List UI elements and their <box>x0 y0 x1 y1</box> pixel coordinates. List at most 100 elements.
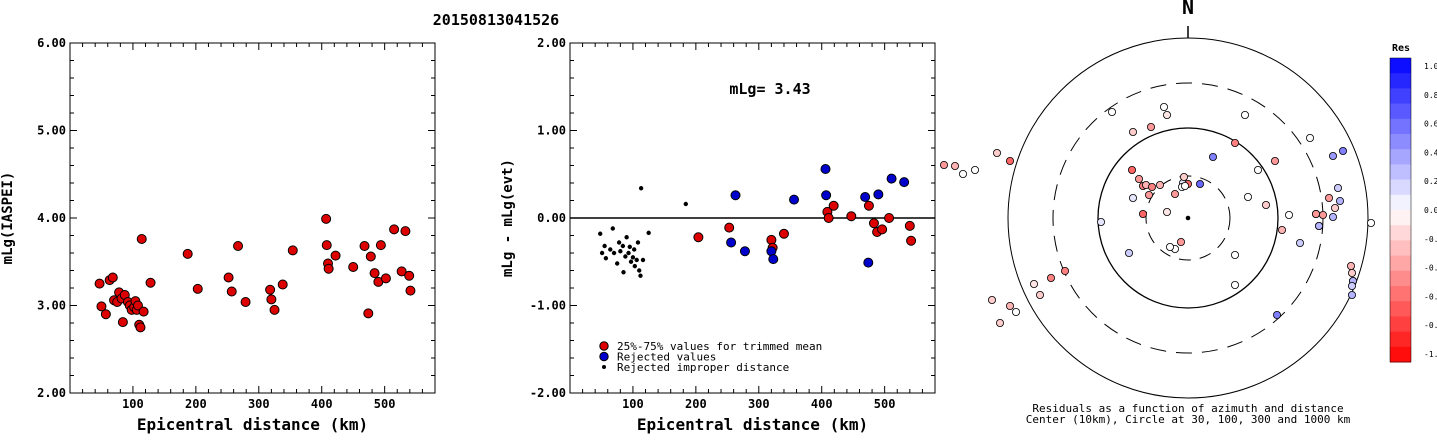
station-residual-point <box>1097 217 1106 226</box>
improper-distance-point <box>631 247 637 252</box>
range-circle-30km <box>1145 175 1231 261</box>
improper-distance-point <box>627 244 632 250</box>
station-point <box>135 322 146 333</box>
station-point <box>863 200 874 211</box>
x-axis-label: Epicentral distance (km) <box>137 415 368 434</box>
station-point <box>884 213 895 223</box>
station-residual-point <box>1271 156 1280 165</box>
station-point <box>396 266 407 277</box>
rejected-value-point <box>768 254 779 265</box>
x-tick-label: 100 <box>622 397 644 411</box>
x-tick-label: 500 <box>874 397 896 411</box>
colorbar-tick-label: 0.4 <box>1424 148 1437 157</box>
residual-vs-distance-chart: 100 200 300 400 500 -2.00 -1.00 0.00 1.00 2.00 Epi… <box>500 36 936 434</box>
station-residual-point <box>951 161 960 170</box>
y-tick-label: 3.00 <box>37 299 66 313</box>
colorbar-tick-label: -0.8 <box>1424 321 1437 330</box>
improper-distance-point <box>640 257 646 263</box>
colorbar-swatch <box>1390 225 1411 241</box>
legend-label: Rejected values <box>617 351 716 364</box>
improper-distance-point <box>623 254 628 259</box>
station-residual-point <box>1319 210 1328 219</box>
station-point <box>223 272 234 283</box>
station-residual-point <box>1231 138 1240 147</box>
magnitude-vs-distance-chart: 100 200 300 400 500 2.00 3.00 4.00 5.00 6.00 Epice… <box>0 36 436 434</box>
station-residual-point <box>1231 280 1240 289</box>
x-tick-label: 300 <box>248 397 270 411</box>
colorbar-swatch <box>1390 194 1411 211</box>
improper-distance-point <box>599 250 605 256</box>
station-point <box>323 263 334 274</box>
y-tick-label: 2.00 <box>537 36 566 50</box>
station-residual-point <box>1177 237 1186 246</box>
rejected-value-point <box>873 189 884 200</box>
improper-distance-point <box>602 243 607 249</box>
y-axis-label: mLg - mLg(evt) <box>500 159 516 277</box>
station-residual-point <box>1209 152 1218 161</box>
station-point <box>404 270 415 281</box>
improper-distance-point <box>637 268 642 273</box>
station-point <box>132 300 143 311</box>
station-residual-point <box>1325 193 1334 202</box>
station-point <box>269 304 280 315</box>
station-residual-point <box>1278 225 1287 234</box>
station-residual-point <box>1036 290 1045 299</box>
improper-distance-point <box>646 230 651 236</box>
range-circle-100km <box>1097 127 1279 309</box>
improper-distance-point <box>608 247 613 252</box>
station-residual-point <box>1347 261 1356 270</box>
y-tick-label: 2.00 <box>37 386 66 400</box>
station-residual-point <box>959 169 968 178</box>
page-title: 20150813041526 <box>433 11 559 29</box>
station-residual-point <box>1196 179 1205 188</box>
improper-distance-point <box>618 249 623 254</box>
station-residual-point <box>1334 183 1343 192</box>
station-residual-point <box>1006 301 1015 310</box>
station-point <box>266 294 277 305</box>
station-point <box>96 301 107 312</box>
improper-distance-point <box>611 250 617 256</box>
y-tick-label: -2.00 <box>530 386 566 400</box>
station-residual-point <box>1061 266 1070 275</box>
colorbar-frame <box>1389 57 1412 363</box>
station-residual-point <box>940 160 949 169</box>
station-residual-point <box>1306 133 1315 142</box>
colorbar-swatch <box>1390 331 1411 348</box>
y-tick-label: 5.00 <box>37 124 66 138</box>
rejected-value-point <box>821 190 832 201</box>
improper-distance-point <box>603 256 609 261</box>
mean-magnitude-annotation: mLg= 3.43 <box>729 80 810 98</box>
station-residual-point <box>1135 174 1144 183</box>
station-residual-point <box>1348 281 1357 290</box>
x-tick-label: 100 <box>122 397 144 411</box>
station-residual-point <box>1160 103 1169 112</box>
x-tick-label: 300 <box>748 397 770 411</box>
y-tick-label: 4.00 <box>37 211 66 225</box>
station-point <box>380 273 391 284</box>
x-tick-label: 400 <box>311 397 333 411</box>
station-residual-point <box>1108 108 1117 117</box>
station-point <box>375 240 386 251</box>
colorbar-swatch <box>1390 134 1411 150</box>
colorbar-swatch <box>1390 270 1411 287</box>
station-residual-point <box>1163 111 1172 120</box>
station-point <box>330 250 341 261</box>
station-residual-point <box>1030 279 1039 288</box>
azimuth-residual-polar-plot: N Residuals as a function of azimuth and … <box>940 0 1376 426</box>
station-residual-point <box>1296 238 1305 247</box>
x-tick-label: 400 <box>811 397 833 411</box>
station-residual-point <box>1139 209 1148 218</box>
station-residual-point <box>1156 180 1165 189</box>
colorbar-swatch <box>1390 301 1411 317</box>
station-point <box>400 226 411 237</box>
station-point <box>138 306 149 317</box>
improper-distance-point <box>621 270 626 275</box>
station-residual-point <box>1006 156 1015 165</box>
residual-colorbar: Res 1.0 0.8 0.6 0.4 0.2 0.0 -0.2 -0.4 -0.6 -0.8 -1.… <box>1389 43 1437 363</box>
station-point <box>778 228 789 239</box>
station-residual-point <box>1244 192 1253 201</box>
station-residual-point <box>1262 200 1271 209</box>
polar-caption: Residuals as a function of azimuth and d… <box>1032 402 1343 415</box>
x-axis-label: Epicentral distance (km) <box>637 415 868 434</box>
